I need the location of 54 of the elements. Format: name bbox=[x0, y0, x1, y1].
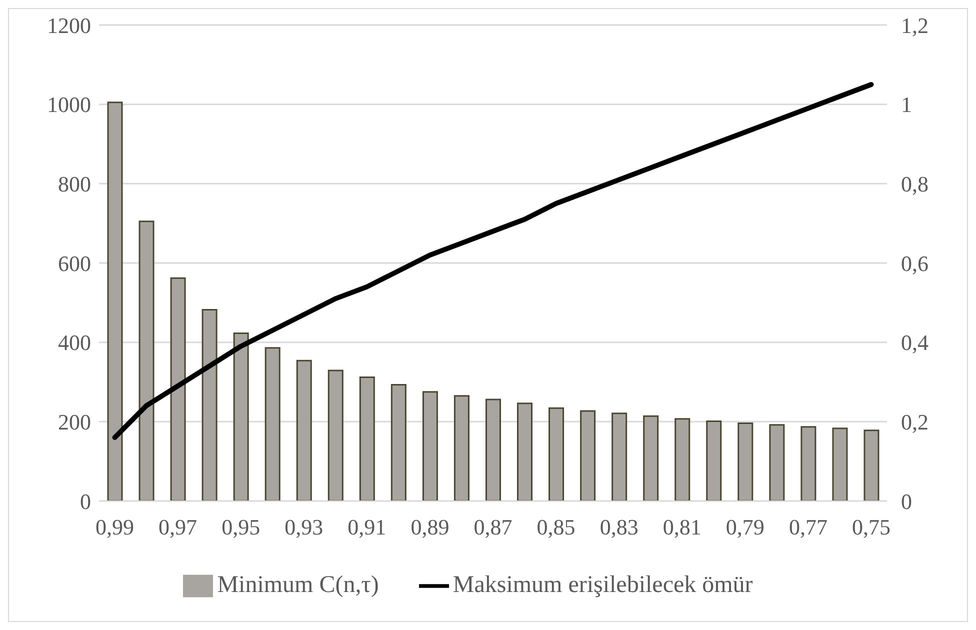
bar bbox=[107, 102, 123, 501]
x-tick-label: 0,85 bbox=[536, 514, 576, 540]
y-tick-label: 800 bbox=[58, 171, 91, 196]
bar bbox=[738, 422, 754, 501]
bar bbox=[769, 424, 785, 501]
bar bbox=[612, 412, 628, 501]
x-tick-label: 0,89 bbox=[410, 514, 450, 540]
y-tick-label: 400 bbox=[58, 330, 91, 356]
bar bbox=[138, 220, 154, 501]
legend-label: Maksimum erişilebilecek ömür bbox=[452, 572, 753, 598]
x-tick-label: 0,93 bbox=[284, 514, 324, 540]
bar bbox=[233, 332, 249, 501]
y2-tick-label: 0 bbox=[901, 488, 912, 514]
bar bbox=[485, 398, 501, 501]
y2-tick-label: 0,8 bbox=[901, 171, 928, 196]
bar bbox=[454, 395, 470, 501]
bar bbox=[422, 391, 438, 501]
bar bbox=[517, 402, 533, 501]
x-tick-label: 0,91 bbox=[348, 514, 386, 540]
bar bbox=[832, 428, 848, 501]
x-tick-label: 0,81 bbox=[662, 514, 702, 540]
y-tick-label: 1000 bbox=[47, 92, 91, 118]
bar bbox=[706, 420, 722, 501]
bar bbox=[264, 347, 280, 501]
x-tick-label: 0,87 bbox=[474, 514, 512, 540]
bar bbox=[390, 384, 406, 501]
bar bbox=[864, 430, 880, 501]
x-tick-label: 0,83 bbox=[600, 514, 638, 540]
bar bbox=[800, 426, 816, 501]
y2-tick-label: 1 bbox=[901, 92, 912, 118]
y-tick-label: 600 bbox=[58, 250, 91, 276]
y-tick-label: 200 bbox=[58, 409, 91, 434]
bar bbox=[548, 407, 564, 501]
x-tick-label: 0,97 bbox=[158, 514, 198, 540]
y-tick-label: 0 bbox=[80, 488, 91, 514]
bar bbox=[202, 309, 218, 501]
y2-tick-label: 0,4 bbox=[901, 330, 928, 356]
bar bbox=[296, 360, 312, 501]
bar bbox=[170, 277, 186, 501]
x-tick-label: 0,77 bbox=[788, 514, 828, 540]
y2-tick-label: 0,6 bbox=[901, 250, 928, 276]
bar bbox=[359, 376, 375, 501]
bar bbox=[674, 418, 690, 501]
y-tick-label: 1200 bbox=[47, 12, 91, 38]
y2-tick-label: 1,2 bbox=[901, 12, 928, 38]
x-tick-label: 0,99 bbox=[96, 514, 134, 540]
x-tick-label: 0,95 bbox=[222, 514, 260, 540]
y2-tick-label: 0,2 bbox=[901, 409, 928, 434]
legend-label: Minimum C(n,τ) bbox=[217, 572, 379, 598]
x-tick-label: 0,79 bbox=[726, 514, 764, 540]
x-tick-label: 0,75 bbox=[852, 514, 890, 540]
bar bbox=[643, 415, 659, 501]
bar bbox=[580, 410, 596, 501]
bar bbox=[328, 370, 344, 501]
